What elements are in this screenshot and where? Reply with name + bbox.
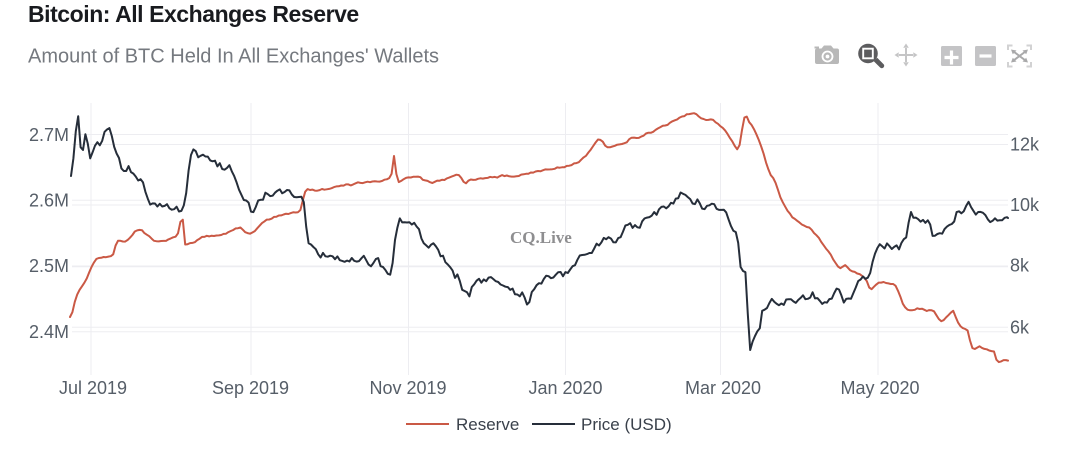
svg-text:2.6M: 2.6M	[29, 191, 69, 211]
svg-text:Jan 2020: Jan 2020	[528, 378, 602, 398]
svg-text:12k: 12k	[1010, 135, 1040, 155]
svg-text:CQ.Live: CQ.Live	[510, 228, 572, 247]
svg-text:Mar 2020: Mar 2020	[685, 378, 761, 398]
svg-text:Price (USD): Price (USD)	[581, 415, 672, 434]
svg-text:Reserve: Reserve	[456, 415, 519, 434]
svg-text:Amount of BTC Held In All Exch: Amount of BTC Held In All Exchanges' Wal…	[28, 46, 439, 68]
svg-text:Sep 2019: Sep 2019	[212, 378, 289, 398]
svg-text:May 2020: May 2020	[840, 378, 919, 398]
svg-text:2.4M: 2.4M	[29, 322, 69, 342]
svg-text:2.7M: 2.7M	[29, 125, 69, 145]
svg-text:8k: 8k	[1010, 256, 1030, 276]
svg-text:6k: 6k	[1010, 318, 1030, 338]
svg-text:Jul 2019: Jul 2019	[59, 378, 127, 398]
svg-text:Bitcoin: All Exchanges Reserve: Bitcoin: All Exchanges Reserve	[28, 1, 359, 27]
svg-text:2.5M: 2.5M	[29, 256, 69, 276]
svg-text:Nov 2019: Nov 2019	[369, 378, 446, 398]
svg-text:10k: 10k	[1010, 195, 1040, 215]
